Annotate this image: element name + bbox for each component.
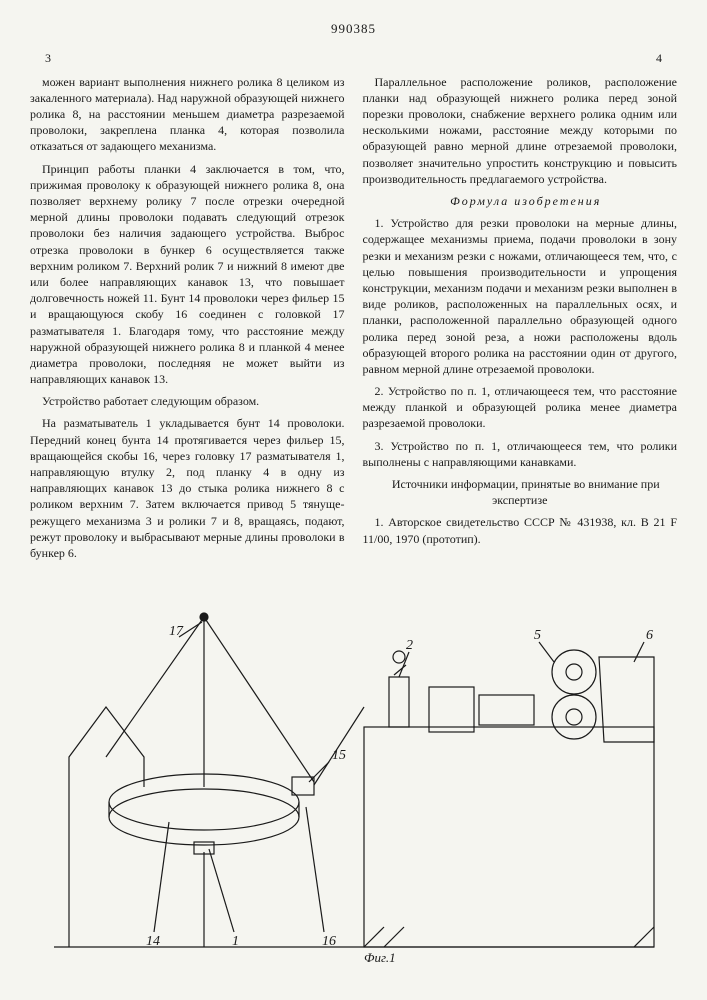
figure-label: Фиг.1	[364, 950, 396, 965]
right-column: Параллельное расположение роликов, распо…	[363, 74, 678, 567]
right-para-1: Параллельное расположение роликов, распо…	[363, 74, 678, 187]
page-number-left: 3	[45, 50, 51, 66]
callout-16: 16	[322, 934, 336, 949]
callout-5: 5	[534, 628, 541, 643]
sources-heading: Источники информации, принятые во вниман…	[363, 476, 678, 508]
callout-14: 14	[146, 934, 160, 949]
left-para-2: Принцип работы планки 4 заключается в то…	[30, 161, 345, 388]
page-number-right: 4	[656, 50, 662, 66]
callout-2: 2	[406, 638, 413, 653]
source-1: 1. Авторское свидетельство СССР № 431938…	[363, 514, 678, 546]
claim-2: 2. Устройство по п. 1, отличающееся тем,…	[363, 383, 678, 432]
formula-heading: Формула изобретения	[363, 193, 678, 209]
text-columns: можен вариант выполнения нижнего ролика …	[30, 74, 677, 567]
left-column: можен вариант выполнения нижнего ролика …	[30, 74, 345, 567]
callout-17: 17	[169, 624, 184, 639]
callout-15: 15	[332, 748, 346, 763]
page-numbers-row: 3 4	[30, 50, 677, 66]
figure-1: 17 2 5 6 15 14 1 16 Фиг.1	[30, 587, 677, 971]
left-para-3: Устройство работает следующим образом.	[30, 393, 345, 409]
left-para-4: На разматыватель 1 укладывается бунт 14 …	[30, 415, 345, 561]
callout-1: 1	[232, 934, 239, 949]
left-para-1: можен вариант выполнения нижнего ролика …	[30, 74, 345, 155]
claim-1: 1. Устройство для резки проволоки на мер…	[363, 215, 678, 377]
document-number: 990385	[30, 20, 677, 38]
figure-svg: 17 2 5 6 15 14 1 16 Фиг.1	[34, 587, 674, 967]
callout-6: 6	[646, 628, 653, 643]
claim-3: 3. Устройство по п. 1, отличающееся тем,…	[363, 438, 678, 470]
